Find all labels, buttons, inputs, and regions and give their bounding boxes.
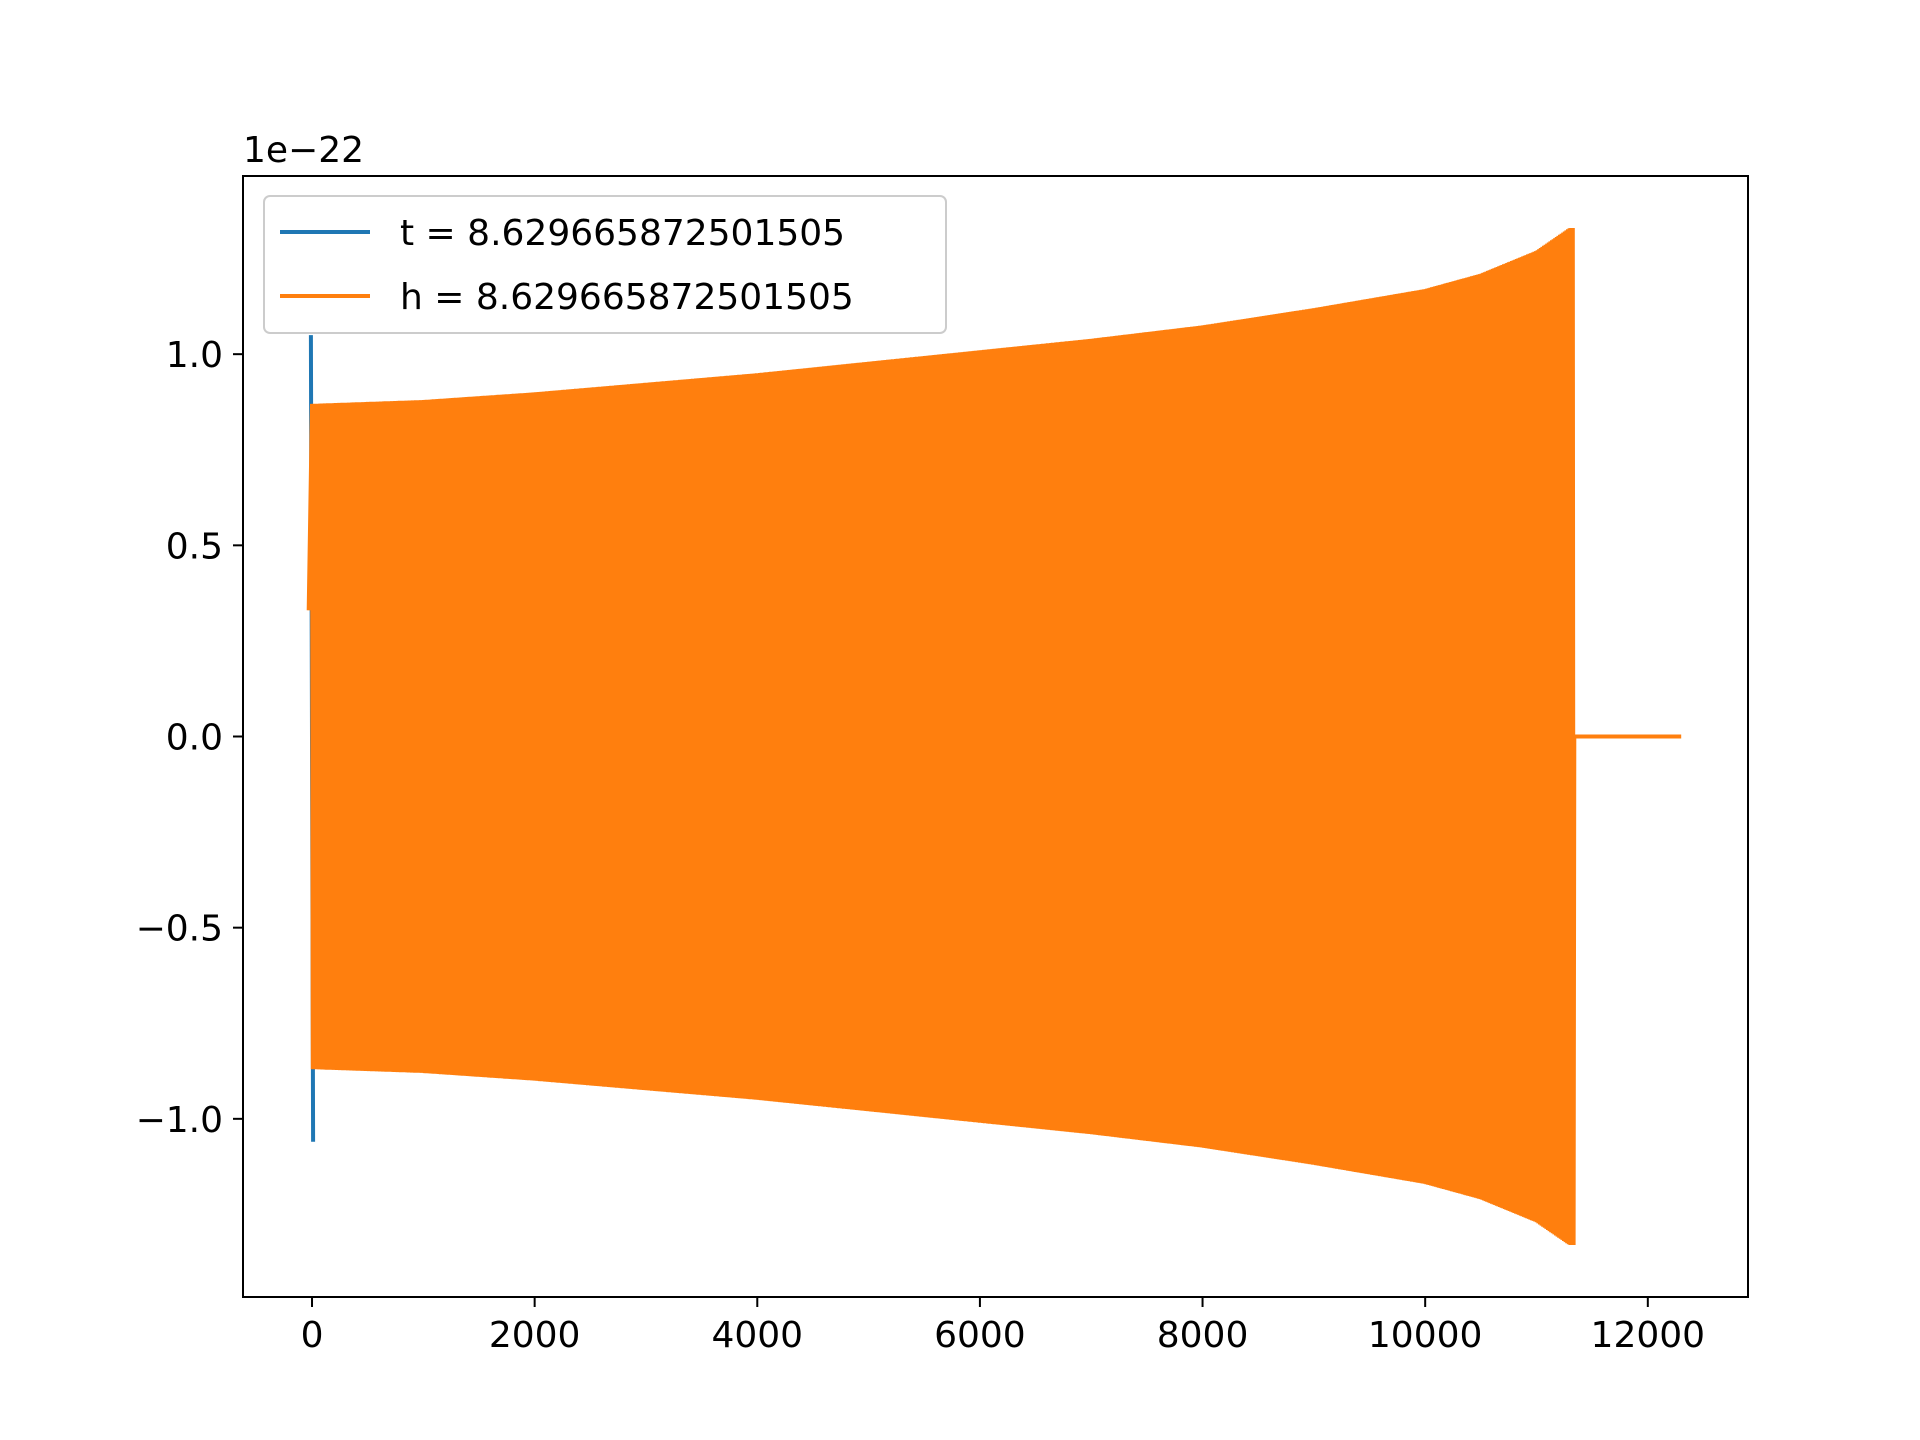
x-axis: 0 2000 4000 6000 8000 10000 12000: [301, 1297, 1706, 1356]
series-line-h: [306, 227, 1682, 1246]
y-tick-label: −1.0: [136, 1100, 223, 1141]
x-tick-label: 12000: [1591, 1315, 1706, 1356]
y-tick-label: 0.0: [166, 718, 223, 759]
x-tick-label: 8000: [1157, 1315, 1249, 1356]
y-tick-label: 1.0: [166, 335, 223, 376]
y-tick-label: 0.5: [166, 526, 223, 567]
legend-label: t = 8.629665872501505: [400, 213, 845, 254]
legend-label: h = 8.629665872501505: [400, 277, 854, 318]
legend-box: [263, 195, 947, 334]
x-tick-label: 2000: [489, 1315, 581, 1356]
y-tick-label: −0.5: [136, 909, 223, 950]
legend: t = 8.629665872501505 h = 8.6296658725015…: [263, 195, 947, 334]
x-tick-label: 0: [301, 1315, 324, 1356]
axes-frame: [242, 175, 1749, 1298]
x-tick-label: 10000: [1368, 1315, 1483, 1356]
y-offset-label: 1e−22: [243, 130, 364, 171]
plot-area: [306, 227, 1682, 1246]
x-tick-label: 4000: [711, 1315, 803, 1356]
y-axis: 1.0 0.5 0.0 −0.5 −1.0: [136, 335, 243, 1141]
x-tick-label: 6000: [934, 1315, 1026, 1356]
